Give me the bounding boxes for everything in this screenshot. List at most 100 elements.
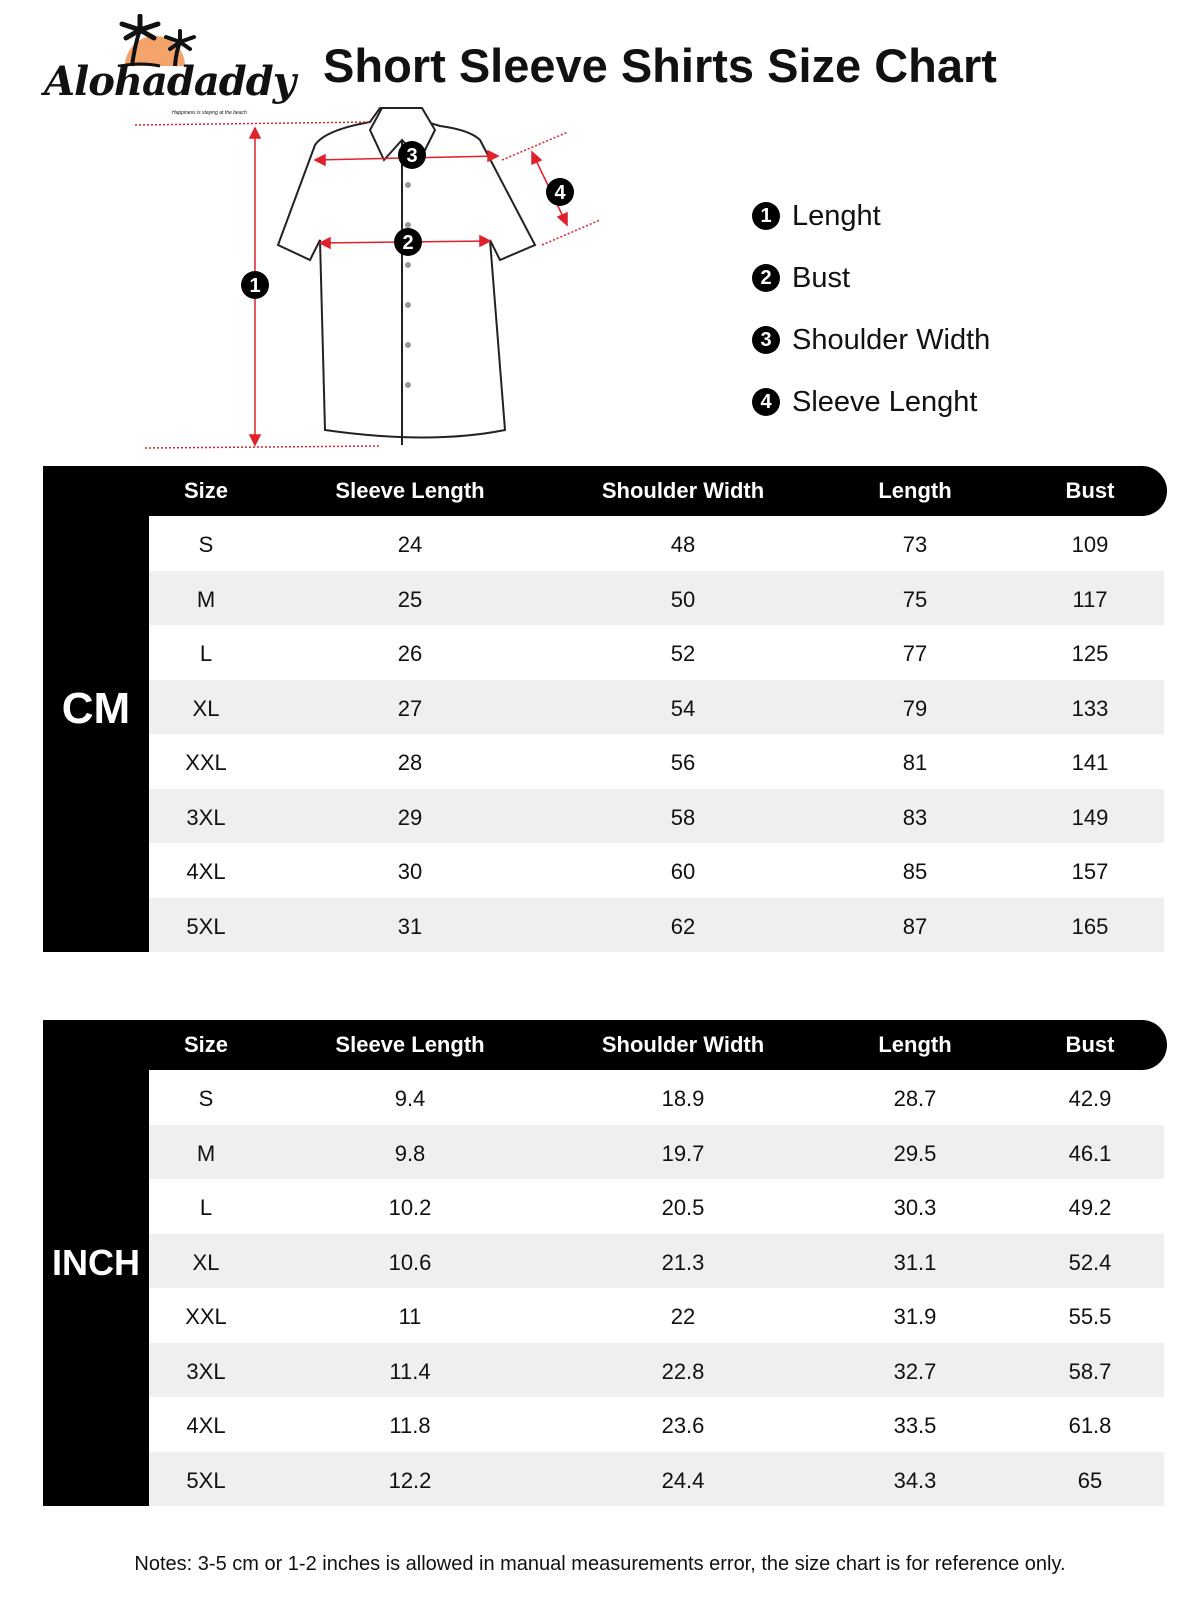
table-cell: 24.4	[661, 1467, 705, 1493]
table-cell: 11.8	[389, 1413, 431, 1438]
table-cell: 61.8	[1068, 1413, 1112, 1438]
legend-item: 3 Shoulder Width	[752, 309, 990, 371]
column-header: Length	[878, 478, 952, 503]
table-cell: XL	[192, 695, 220, 721]
table-header: Size Sleeve Length Shoulder Width Length Bus…	[43, 1020, 1167, 1070]
table-cell: 28	[397, 750, 423, 775]
table-cell: 85	[902, 859, 928, 884]
legend-number: 1	[752, 202, 780, 230]
column-header: Size	[183, 1032, 229, 1057]
legend-item: 1 Lenght	[752, 185, 990, 247]
table-cell: 55.5	[1068, 1304, 1112, 1329]
table-cell: S	[198, 532, 214, 557]
table-cell: 11.4	[389, 1358, 431, 1384]
table-row: 5XL 31 62 87 165	[149, 897, 1164, 952]
legend-item: 4 Sleeve Lenght	[752, 371, 990, 433]
table-cell: 117	[1072, 586, 1108, 612]
table-cell: XL	[192, 1249, 220, 1275]
table-cell: 58.7	[1068, 1358, 1112, 1384]
table-cell: 18.9	[661, 1086, 705, 1111]
table-cell: 42.9	[1068, 1086, 1112, 1111]
table-cell: 141	[1071, 750, 1109, 775]
column-header: Size	[183, 478, 229, 503]
table-cell: 73	[902, 532, 928, 557]
table-row: XL 27 54 79 133	[149, 679, 1164, 734]
size-table-cm: Size Sleeve Length Shoulder Width Length Bus…	[43, 466, 1167, 952]
table-cell: M	[196, 586, 216, 612]
table-cell: 58	[670, 804, 696, 830]
table-cell: 125	[1071, 641, 1109, 666]
palm-sunset-icon	[119, 14, 196, 68]
table-cell: M	[196, 1140, 216, 1166]
table-cell: 26	[397, 641, 423, 666]
table-cell: 5XL	[186, 1467, 226, 1493]
table-cell: 28.7	[893, 1086, 937, 1111]
table-cell: 29	[397, 804, 423, 830]
column-header: Sleeve Length	[335, 478, 485, 503]
column-header: Bust	[1065, 478, 1115, 503]
table-cell: S	[198, 1086, 214, 1111]
table-cell: 52.4	[1068, 1249, 1112, 1275]
notes: Notes: 3-5 cm or 1-2 inches is allowed i…	[134, 1553, 1066, 1575]
table-cell: 29.5	[893, 1140, 937, 1166]
measurement-legend: 1 Lenght 2 Bust 3 Shoulder Width 4 Sleeve Le…	[752, 185, 990, 433]
table-cell: 27	[397, 695, 423, 721]
table-row: XXL 28 56 81 141	[149, 734, 1164, 789]
table-cell: 33.5	[893, 1413, 937, 1438]
table-row: S 24 48 73 109	[149, 516, 1164, 571]
table-cell: 109	[1071, 532, 1109, 557]
table-cell: 4XL	[186, 859, 226, 884]
table-cell: 21.3	[661, 1249, 705, 1275]
table-cell: 5XL	[186, 913, 226, 939]
unit-label: CM	[43, 466, 149, 952]
table-cell: 52	[670, 641, 696, 666]
column-header: Bust	[1065, 1032, 1115, 1057]
table-cell: 11	[398, 1304, 422, 1329]
legend-number: 4	[752, 388, 780, 416]
table-cell: 32.7	[893, 1358, 937, 1384]
table-cell: 81	[902, 750, 928, 775]
legend-label: Bust	[792, 261, 851, 294]
brand-logo: Alohadaddy Happiness is staying at the b…	[40, 14, 296, 124]
brand-tagline: Happiness is staying at the beach	[172, 110, 247, 116]
unit-label: INCH	[43, 1020, 149, 1506]
table-row: L 26 52 77 125	[149, 625, 1164, 680]
table-cell: 34.3	[893, 1467, 937, 1493]
table-cell: 9.8	[394, 1140, 426, 1166]
table-cell: 157	[1071, 859, 1109, 884]
marker-2: 2	[402, 232, 413, 254]
legend-number: 3	[752, 326, 780, 354]
marker-4: 4	[554, 182, 566, 204]
table-cell: 10.2	[388, 1195, 432, 1220]
table-cell: 165	[1071, 913, 1109, 939]
page-title: Short Sleeve Shirts Size Chart	[323, 39, 997, 92]
shirt-diagram: 1 2 3 4	[134, 106, 601, 449]
legend-label: Lenght	[792, 199, 881, 232]
table-cell: 31.1	[893, 1249, 937, 1275]
table-cell: 22	[670, 1304, 696, 1329]
column-header: Sleeve Length	[335, 1032, 485, 1057]
table-cell: 87	[902, 913, 928, 939]
table-cell: 23.6	[661, 1413, 705, 1438]
table-cell: 49.2	[1068, 1195, 1112, 1220]
table-row: 4XL 11.8 23.6 33.5 61.8	[149, 1397, 1164, 1452]
table-cell: 149	[1071, 804, 1109, 830]
table-cell: 19.7	[661, 1140, 705, 1166]
table-cell: 30.3	[893, 1195, 937, 1220]
table-row: 4XL 30 60 85 157	[149, 843, 1164, 898]
table-row: 3XL 11.4 22.8 32.7 58.7	[149, 1342, 1164, 1397]
size-table-inch: Size Sleeve Length Shoulder Width Length Bus…	[43, 1020, 1167, 1506]
table-cell: 3XL	[186, 1358, 226, 1384]
table-cell: 65	[1077, 1467, 1103, 1493]
table-row: XL 10.6 21.3 31.1 52.4	[149, 1233, 1164, 1288]
legend-label: Shoulder Width	[792, 323, 991, 356]
table-row: XXL 11 22 31.9 55.5	[149, 1288, 1164, 1343]
table-cell: 46.1	[1068, 1140, 1112, 1166]
table-cell: 3XL	[186, 804, 226, 830]
column-header: Shoulder Width	[601, 478, 765, 503]
table-cell: 25	[397, 586, 423, 612]
table-row: M 25 50 75 117	[149, 570, 1164, 625]
table-header: Size Sleeve Length Shoulder Width Length Bus…	[43, 466, 1167, 516]
table-cell: 50	[670, 586, 696, 612]
table-row: L 10.2 20.5 30.3 49.2	[149, 1179, 1164, 1234]
